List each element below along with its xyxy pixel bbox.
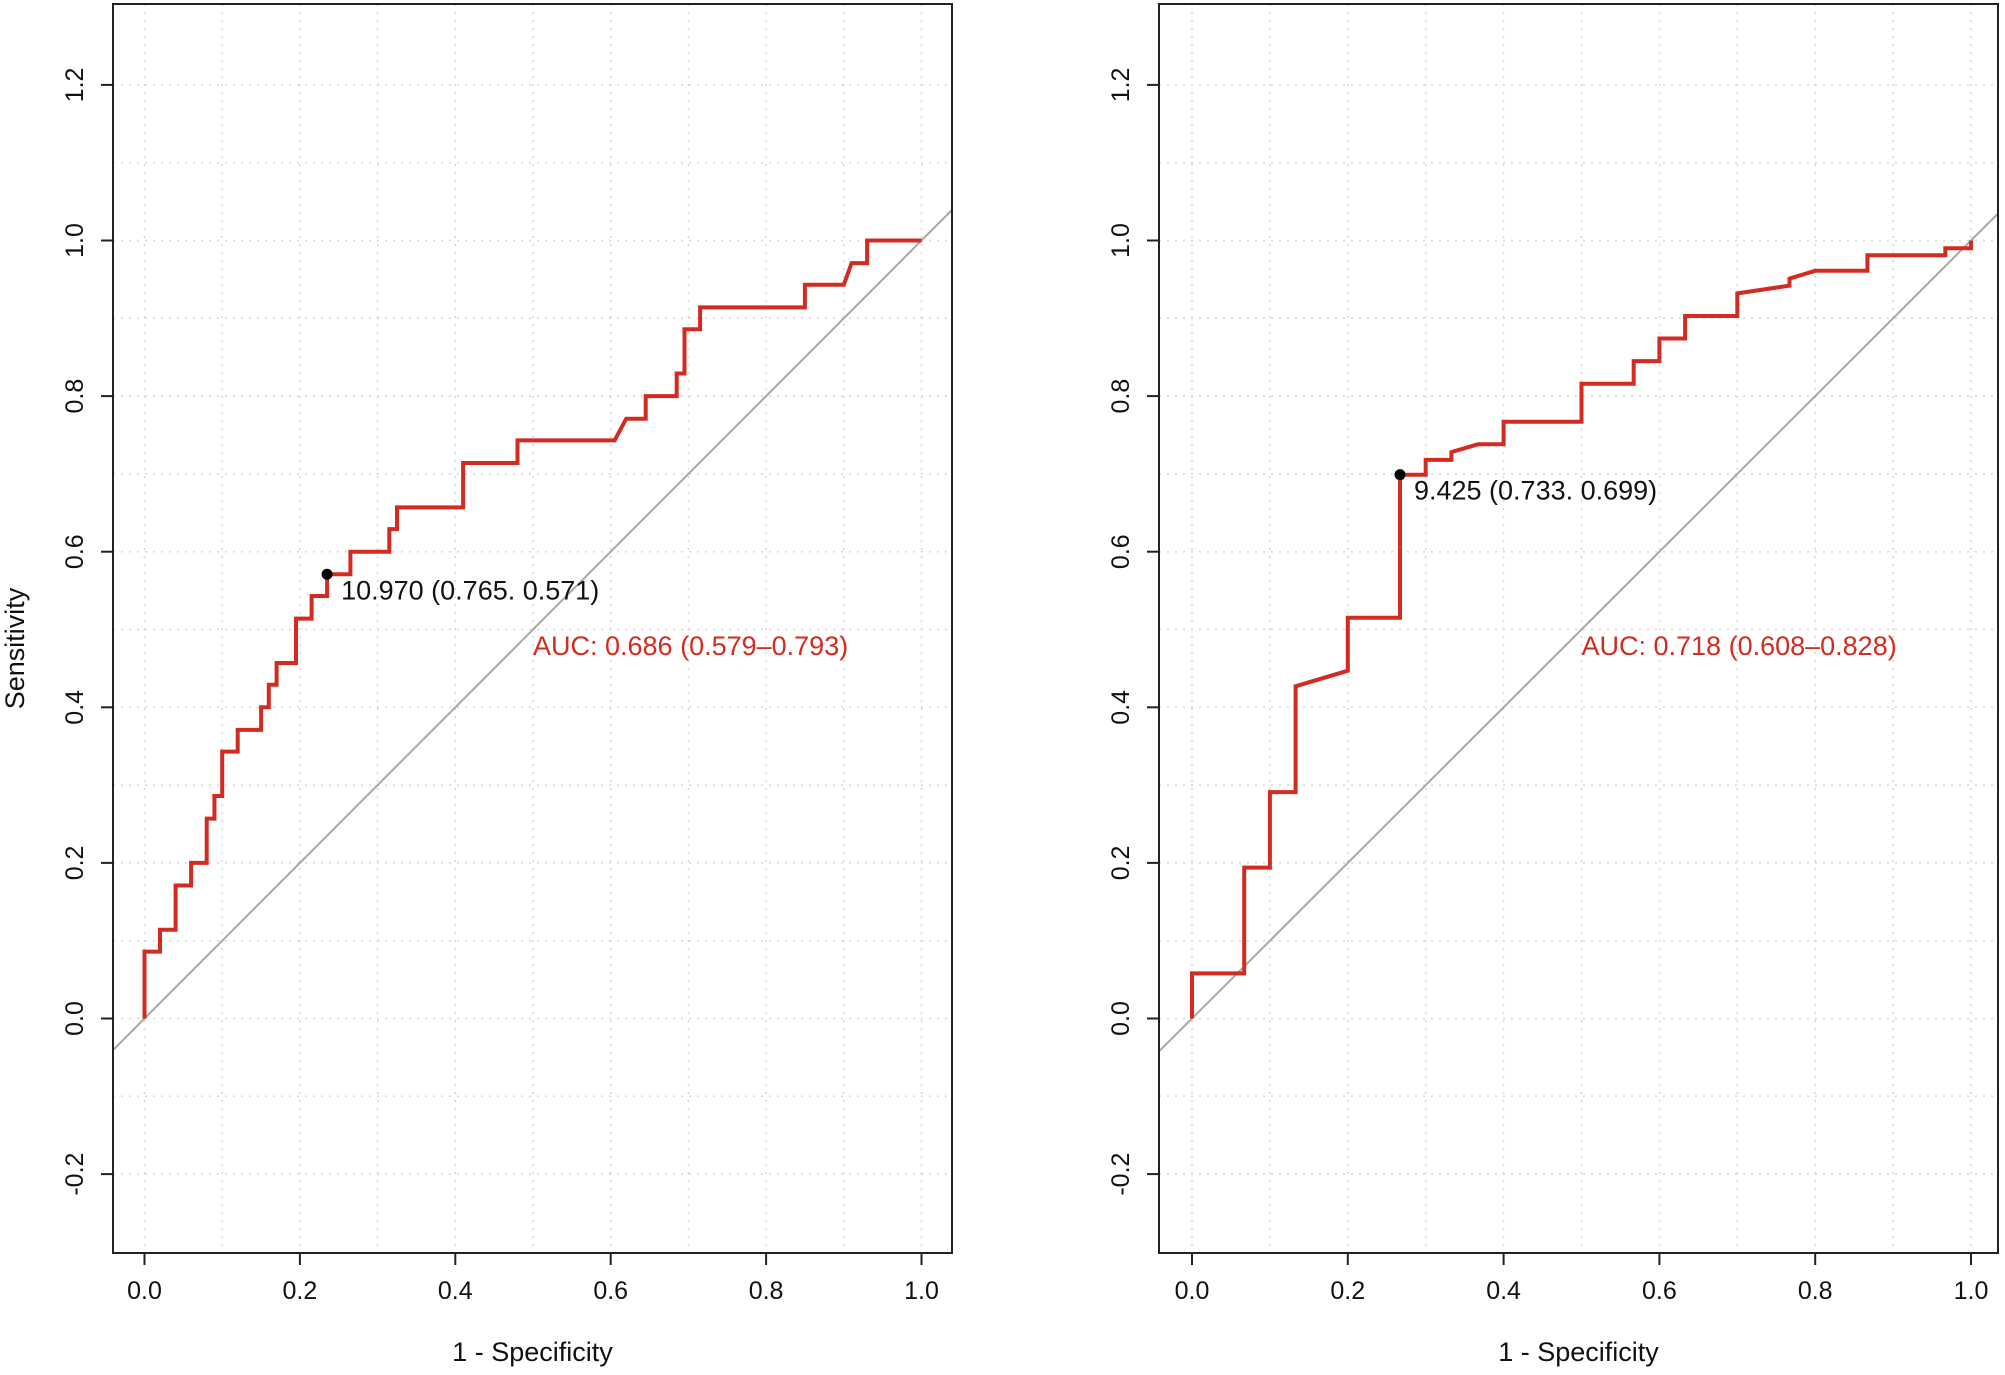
y-axis-title: Sensitivity bbox=[0, 587, 30, 709]
cutoff-label: 10.970 (0.765. 0.571) bbox=[341, 575, 599, 605]
x-tick-label: 0.8 bbox=[1798, 1277, 1833, 1305]
reference-diagonal bbox=[113, 208, 952, 1052]
cutoff-point bbox=[1394, 469, 1406, 481]
x-tick-label: 0.2 bbox=[283, 1277, 318, 1305]
y-tick-label: 0.0 bbox=[61, 1001, 89, 1036]
x-tick-label: 0.6 bbox=[593, 1277, 628, 1305]
grid bbox=[113, 4, 952, 1253]
x-tick-label: 0.4 bbox=[1486, 1277, 1521, 1305]
y-tick-label: -0.2 bbox=[61, 1153, 89, 1196]
x-axis-title: 1 - Specificity bbox=[452, 1337, 613, 1367]
y-tick-label: 0.0 bbox=[1107, 1001, 1135, 1036]
reference-diagonal bbox=[1159, 212, 1998, 1053]
cutoff-point bbox=[321, 568, 333, 580]
y-tick-label: 0.8 bbox=[1107, 379, 1135, 414]
cutoff-label: 9.425 (0.733. 0.699) bbox=[1414, 476, 1657, 506]
y-tick-label: 0.4 bbox=[61, 690, 89, 725]
y-tick-label: 0.4 bbox=[1107, 690, 1135, 725]
x-axis-title: 1 - Specificity bbox=[1498, 1337, 1659, 1367]
plot-frame bbox=[112, 3, 953, 1254]
x-tick-label: 1.0 bbox=[1954, 1277, 1989, 1305]
y-tick-label: 1.2 bbox=[61, 68, 89, 103]
plot-frame bbox=[1158, 3, 1999, 1254]
y-tick-label: 0.6 bbox=[61, 534, 89, 569]
y-tick-label: 1.0 bbox=[61, 223, 89, 258]
y-tick-label: 0.8 bbox=[61, 379, 89, 414]
x-tick-label: 0.4 bbox=[438, 1277, 473, 1305]
grid bbox=[1159, 4, 1998, 1253]
y-tick-label: 1.2 bbox=[1107, 68, 1135, 103]
x-tick-label: 0.0 bbox=[1175, 1277, 1210, 1305]
y-tick-label: 0.2 bbox=[1107, 846, 1135, 881]
y-tick-label: 1.0 bbox=[1107, 223, 1135, 258]
x-tick-label: 0.8 bbox=[749, 1277, 784, 1305]
auc-label: AUC: 0.686 (0.579–0.793) bbox=[533, 631, 848, 661]
x-tick-label: 1.0 bbox=[904, 1277, 939, 1305]
roc-curve-line bbox=[1190, 240, 1973, 1019]
chart-panel-2: 9.425 (0.733. 0.699) AUC: 0.718 (0.608–0.… bbox=[1107, 3, 1999, 1367]
x-tick-label: 0.2 bbox=[1330, 1277, 1365, 1305]
y-tick-label: 0.2 bbox=[61, 846, 89, 881]
x-tick-label: 0.0 bbox=[127, 1277, 162, 1305]
y-tick-label: -0.2 bbox=[1107, 1153, 1135, 1196]
chart-panel-1: 10.970 (0.765. 0.571) AUC: 0.686 (0.579–0… bbox=[0, 3, 953, 1367]
x-tick-label: 0.6 bbox=[1642, 1277, 1677, 1305]
auc-label: AUC: 0.718 (0.608–0.828) bbox=[1582, 631, 1897, 661]
y-tick-label: 0.6 bbox=[1107, 534, 1135, 569]
